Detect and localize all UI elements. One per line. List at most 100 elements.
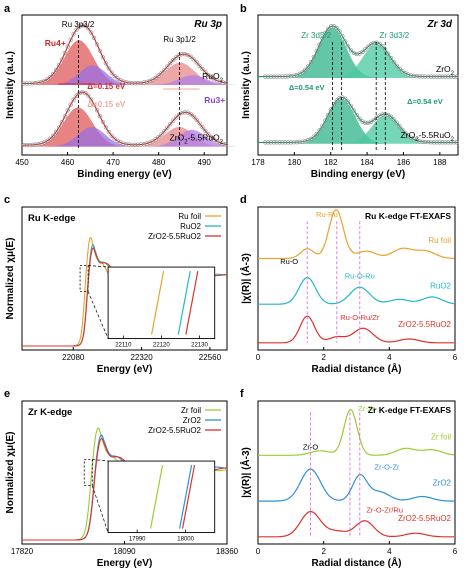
data-point bbox=[89, 97, 94, 102]
data-point bbox=[437, 74, 442, 79]
series-label: ZrO2-5.5RuO2 bbox=[170, 133, 224, 146]
series-label-part: 2 bbox=[220, 78, 224, 84]
plot-frame bbox=[257, 400, 456, 545]
legend-label-text: ZrO2 bbox=[183, 416, 202, 425]
panel-letter: f bbox=[240, 388, 244, 400]
data-point bbox=[268, 74, 274, 79]
inset-line bbox=[185, 270, 199, 335]
x-tick-label: 480 bbox=[152, 158, 166, 167]
inset-frame bbox=[107, 266, 216, 340]
data-point bbox=[377, 41, 382, 46]
inset-line bbox=[151, 270, 165, 335]
x-axis-label: Energy (eV) bbox=[97, 558, 153, 569]
data-point bbox=[300, 70, 305, 75]
data-point bbox=[156, 73, 161, 78]
data-point bbox=[348, 48, 354, 53]
data-point bbox=[291, 73, 296, 78]
series-label: Ru foil bbox=[428, 236, 451, 245]
data-point bbox=[451, 74, 456, 79]
data-point bbox=[263, 74, 268, 79]
bond-label: Ru-O bbox=[280, 257, 298, 266]
legend-label: Zr foil bbox=[181, 406, 201, 415]
chart-title: Zr K-edge bbox=[28, 407, 72, 418]
data-point bbox=[130, 81, 135, 86]
data-point bbox=[331, 102, 336, 107]
chart-title: Ru K-edge bbox=[28, 213, 76, 224]
x-tick-label: 188 bbox=[433, 158, 447, 167]
panel-letter: b bbox=[240, 3, 247, 15]
panel-letter: d bbox=[240, 194, 247, 206]
data-point bbox=[400, 69, 405, 74]
peak-label: Zr 3d5/2 bbox=[301, 31, 331, 40]
data-point bbox=[217, 79, 223, 84]
data-point bbox=[65, 108, 70, 113]
data-point bbox=[320, 36, 325, 41]
component-peak bbox=[148, 129, 236, 147]
data-point bbox=[394, 120, 399, 125]
data-point bbox=[348, 103, 354, 108]
data-point bbox=[51, 71, 56, 77]
data-point bbox=[440, 140, 445, 145]
data-point bbox=[303, 139, 308, 144]
data-point bbox=[138, 142, 144, 147]
series-label: ZrO2 bbox=[433, 478, 452, 487]
annotation-delta: Δ=0.15 eV bbox=[87, 82, 126, 91]
data-point bbox=[277, 74, 282, 79]
data-point bbox=[200, 66, 205, 72]
series-label: Zr foil bbox=[431, 433, 451, 442]
zoom-line bbox=[88, 265, 109, 268]
data-point bbox=[80, 23, 85, 28]
inset-tick-label: 22120 bbox=[153, 343, 170, 349]
y-axis-label: |χ(R)| (Å-3) bbox=[239, 447, 252, 498]
data-point bbox=[311, 134, 316, 139]
data-point bbox=[451, 140, 456, 145]
x-axis-label: Radial distance (Å) bbox=[311, 362, 401, 375]
data-point bbox=[414, 74, 419, 79]
data-point bbox=[388, 55, 394, 61]
data-point bbox=[266, 140, 271, 145]
data-point bbox=[200, 125, 205, 130]
data-point bbox=[80, 90, 85, 95]
data-point bbox=[71, 97, 76, 102]
data-point bbox=[174, 115, 179, 120]
data-point bbox=[138, 80, 144, 86]
x-tick-label: 6 bbox=[453, 547, 458, 556]
data-point bbox=[308, 136, 314, 141]
data-point bbox=[153, 75, 158, 80]
y-axis-label: |χ(R)| (Å-3) bbox=[239, 253, 252, 304]
data-point bbox=[165, 125, 170, 130]
data-point bbox=[443, 140, 448, 145]
data-point bbox=[291, 140, 296, 145]
data-point bbox=[417, 139, 422, 144]
data-point bbox=[428, 140, 434, 145]
inset-tick-label: 18000 bbox=[177, 537, 194, 543]
data-point bbox=[414, 138, 419, 143]
data-point bbox=[215, 78, 220, 83]
data-point bbox=[288, 140, 294, 145]
series-label-part: 2 bbox=[184, 140, 188, 146]
chart-title: Zr 3d bbox=[427, 19, 453, 30]
series-label-part: ZrO bbox=[170, 133, 185, 143]
data-point bbox=[74, 27, 79, 32]
data-point bbox=[386, 51, 391, 56]
data-point bbox=[388, 114, 394, 119]
data-point bbox=[141, 80, 146, 85]
data-point bbox=[100, 55, 105, 60]
bond-label: Zr-O-Zr/Ru bbox=[366, 506, 403, 515]
data-point bbox=[328, 24, 334, 29]
data-point bbox=[434, 74, 439, 79]
data-point bbox=[94, 108, 100, 113]
data-point bbox=[303, 67, 308, 72]
data-point bbox=[174, 55, 179, 60]
data-point bbox=[197, 121, 202, 126]
chart-title: Ru 3p bbox=[194, 19, 222, 30]
x-tick-label: 182 bbox=[324, 158, 338, 167]
data-point bbox=[168, 61, 173, 66]
series-1: ZrO2-5.5RuO2 bbox=[21, 90, 236, 148]
data-point bbox=[317, 42, 322, 47]
x-tick-label: 450 bbox=[15, 158, 29, 167]
data-point bbox=[203, 128, 208, 134]
legend-label-text: ZrO2-5.5RuO2 bbox=[148, 426, 201, 435]
data-point bbox=[411, 73, 416, 78]
data-point bbox=[188, 112, 193, 117]
